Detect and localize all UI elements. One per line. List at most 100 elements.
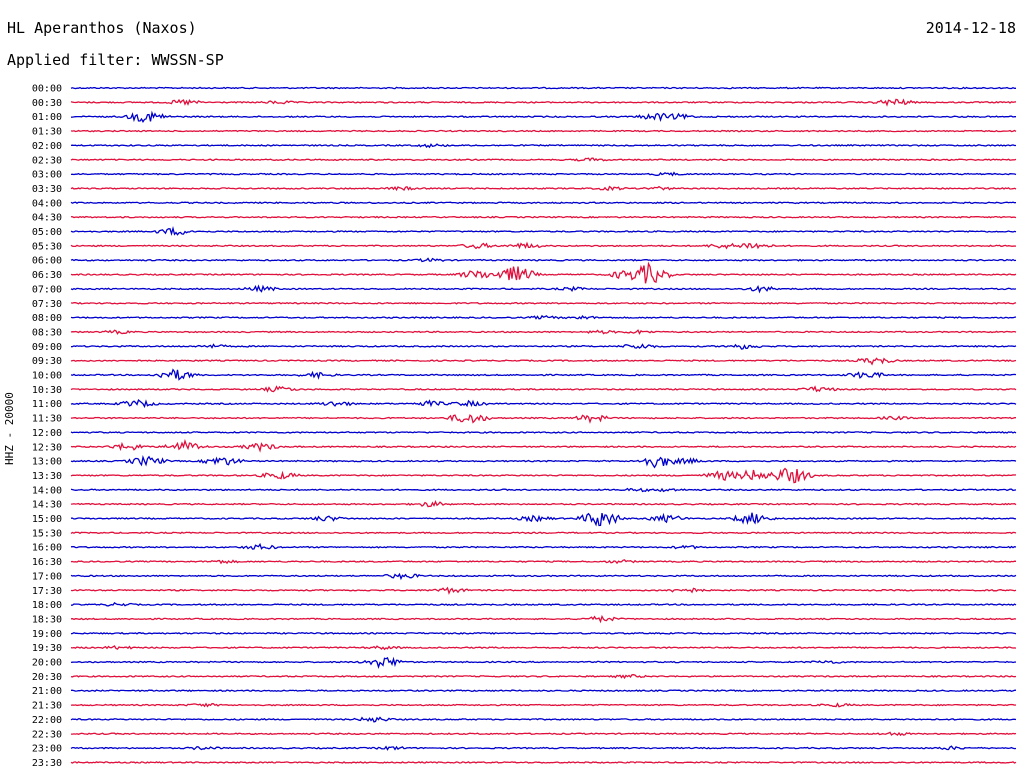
seismic-trace: [70, 215, 1017, 219]
seismic-trace: [70, 631, 1017, 635]
trace-row: 07:00: [32, 284, 1017, 295]
seismic-trace: [70, 257, 1017, 263]
trace-row: 06:30: [32, 261, 1017, 284]
time-label: 07:30: [32, 299, 62, 310]
trace-row: 11:30: [32, 414, 1016, 425]
trace-row: 23:00: [32, 744, 1017, 755]
trace-row: 08:00: [32, 313, 1017, 324]
trace-row: 05:00: [32, 226, 1017, 238]
seismic-trace: [70, 467, 1017, 484]
trace-row: 10:30: [32, 385, 1017, 396]
seismic-trace: [70, 157, 1017, 162]
time-label: 09:00: [32, 342, 62, 353]
trace-row: 08:30: [32, 327, 1017, 338]
trace-row: 20:30: [32, 672, 1017, 683]
trace-row: 07:30: [32, 299, 1017, 310]
time-label: 07:00: [32, 284, 62, 295]
seismic-trace: [70, 559, 1017, 565]
time-label: 02:30: [32, 155, 62, 166]
trace-row: 22:30: [32, 729, 1017, 740]
seismic-trace: [70, 438, 1017, 453]
trace-row: 02:00: [32, 141, 1016, 152]
trace-row: 01:30: [32, 127, 1017, 138]
time-label: 09:30: [32, 356, 62, 367]
seismic-trace: [70, 702, 1017, 708]
time-label: 13:30: [32, 471, 62, 482]
time-label: 12:00: [32, 428, 62, 439]
time-label: 18:00: [32, 600, 62, 611]
trace-row: 03:30: [32, 184, 1017, 195]
seismic-trace: [70, 329, 1017, 335]
date-label: 2014-12-18: [925, 19, 1016, 37]
trace-row: 19:00: [32, 629, 1017, 640]
seismic-trace: [70, 455, 1017, 469]
trace-row: 17:00: [32, 571, 1017, 582]
seismic-trace: [70, 656, 1017, 669]
time-label: 21:00: [32, 686, 62, 697]
trace-row: 05:30: [32, 241, 1017, 252]
time-label: 14:30: [32, 500, 62, 511]
trace-row: 04:00: [32, 198, 1017, 209]
time-label: 11:00: [32, 399, 62, 410]
seismic-trace: [70, 314, 1017, 320]
time-label: 17:00: [32, 571, 62, 582]
seismic-trace: [70, 129, 1017, 133]
station-title: HL Aperanthos (Naxos): [7, 19, 197, 37]
time-label: 05:00: [32, 227, 62, 238]
time-label: 11:30: [32, 414, 62, 425]
seismic-trace: [70, 745, 1017, 751]
seismic-trace: [70, 98, 1017, 107]
seismic-trace: [70, 357, 1017, 366]
time-label: 23:30: [32, 758, 62, 769]
seismic-trace: [70, 226, 1017, 236]
seismic-trace: [70, 602, 1017, 607]
seismic-trace: [70, 343, 1017, 350]
trace-row: 18:30: [32, 614, 1017, 625]
time-label: 04:00: [32, 198, 62, 209]
time-label: 03:30: [32, 184, 62, 195]
trace-row: 23:30: [32, 758, 1017, 769]
trace-row: 16:30: [32, 557, 1017, 568]
time-label: 12:30: [32, 442, 62, 453]
trace-row: 06:00: [32, 256, 1017, 267]
seismic-trace: [70, 645, 1017, 651]
trace-row: 03:00: [32, 170, 1017, 181]
seismic-trace: [70, 301, 1017, 305]
seismic-trace: [70, 261, 1017, 284]
seismic-trace: [70, 368, 1017, 381]
seismic-trace: [71, 731, 1017, 737]
seismic-trace: [70, 171, 1017, 177]
trace-row: 13:00: [32, 455, 1017, 469]
time-label: 08:00: [32, 313, 62, 324]
seismic-trace: [70, 586, 1017, 595]
trace-row: 17:30: [32, 586, 1017, 597]
time-label: 19:30: [32, 643, 62, 654]
time-label: 15:00: [32, 514, 62, 525]
time-label: 06:00: [32, 256, 62, 267]
seismic-trace: [70, 430, 1017, 434]
trace-row: 12:00: [32, 428, 1017, 439]
seismic-trace: [70, 674, 1017, 680]
seismic-trace: [70, 86, 1016, 90]
trace-row: 16:00: [32, 543, 1017, 554]
time-label: 18:30: [32, 614, 62, 625]
time-label: 20:00: [32, 658, 62, 669]
time-label: 03:00: [32, 170, 62, 181]
trace-row: 12:30: [32, 438, 1017, 453]
time-label: 01:00: [32, 112, 62, 123]
time-label: 10:30: [32, 385, 62, 396]
trace-row: 13:30: [32, 467, 1017, 484]
seismic-trace: [70, 143, 1016, 149]
time-label: 10:00: [32, 371, 62, 382]
time-label: 22:00: [32, 715, 62, 726]
seismic-trace: [70, 531, 1017, 535]
time-label: 20:30: [32, 672, 62, 683]
time-label: 13:00: [32, 457, 62, 468]
seismic-trace: [70, 241, 1017, 250]
time-label: 08:30: [32, 327, 62, 338]
trace-row: 09:00: [32, 342, 1017, 353]
seismic-trace: [70, 500, 1017, 508]
seismic-trace: [70, 614, 1017, 624]
trace-row: 00:30: [32, 98, 1017, 109]
seismic-trace: [71, 689, 1017, 693]
